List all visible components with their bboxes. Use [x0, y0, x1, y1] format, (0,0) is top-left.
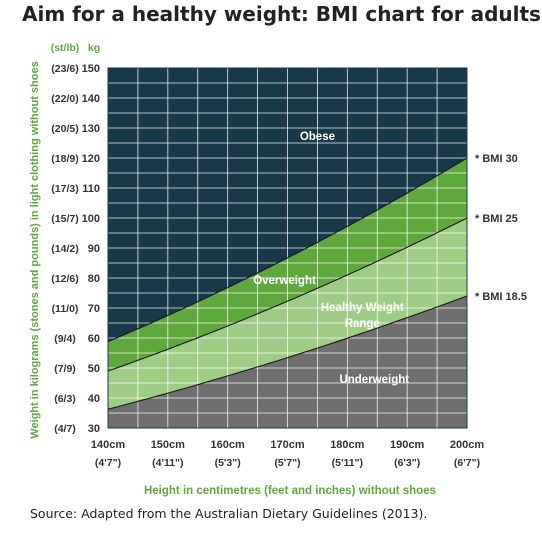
bmi-boundary-line: [107, 295, 468, 410]
y-tick-label: 60: [88, 333, 100, 345]
x-tick-imperial-label: (4'11"): [152, 457, 183, 469]
grid: [107, 67, 468, 429]
bmi-boundary-label: * BMI 30: [475, 153, 518, 165]
y-tick-stone-label: (15/7): [51, 213, 78, 225]
region-label-line: Healthy Weight: [321, 302, 404, 314]
y-tick-stone-label: (11/0): [52, 303, 79, 315]
y-tick-stone-label: (9/4): [54, 333, 76, 345]
x-tick-label: 190cm: [390, 439, 424, 451]
region-label-line: Underweight: [339, 374, 409, 386]
y-tick-label: 40: [88, 393, 100, 405]
y-tick-stone-label: (6/3): [54, 393, 76, 405]
y-tick-stone-label: (14/2): [51, 243, 78, 255]
x-tick-label: 200cm: [450, 439, 484, 451]
region-label: Healthy Weight Range: [321, 302, 404, 330]
region-label-line: Overweight: [253, 275, 316, 287]
y-tick-label: 80: [88, 273, 100, 285]
region-label-line: Range: [345, 318, 380, 330]
y-tick-label: 100: [82, 213, 100, 225]
y-tick-stone-label: (17/3): [51, 183, 78, 195]
x-tick-imperial-label: (4'7"): [95, 457, 121, 469]
bmi-boundary-line: [107, 157, 468, 343]
x-tick-imperial-label: (6'3"): [394, 457, 420, 469]
y-tick-label: 30: [88, 423, 100, 435]
y-tick-stone-label: (20/5): [51, 123, 78, 135]
x-tick-imperial-label: (5'11"): [332, 457, 363, 469]
region-label: Underweight: [339, 374, 409, 386]
y-tick-label: 70: [88, 303, 100, 315]
y-tick-stone-label: (22/0): [51, 93, 78, 105]
y-unit-stone-label: (st/lb): [51, 42, 80, 54]
region-labels: Obese Overweight Healthy Weight Range Underw…: [253, 131, 409, 386]
source-note: Source: Adapted from the Australian Diet…: [30, 506, 428, 521]
y-tick-label: 90: [88, 243, 100, 255]
x-tick-label: 160cm: [211, 439, 245, 451]
y-tick-label: 50: [88, 363, 100, 375]
region-label: Obese: [300, 131, 335, 143]
bmi-boundary-label: * BMI 18.5: [475, 291, 527, 303]
y-tick-stone-label: (18/9): [51, 153, 78, 165]
bmi-boundary-line: [107, 217, 468, 372]
chart-title: Aim for a healthy weight: BMI chart for …: [22, 2, 541, 26]
y-tick-stone-label: (12/6): [51, 273, 78, 285]
y-tick-label: 130: [82, 123, 100, 135]
region-label-line: Obese: [300, 131, 335, 143]
x-tick-imperial-label: (5'3"): [215, 457, 241, 469]
x-tick-imperial-label: (6'7"): [454, 457, 480, 469]
y-axis-title: Weight in kilograms (stones and pounds) …: [29, 61, 41, 438]
y-tick-label: 110: [82, 183, 100, 195]
y-unit-kg-label: kg: [88, 42, 100, 54]
x-tick-label: 170cm: [270, 439, 304, 451]
plot-border: [107, 67, 468, 429]
x-tick-label: 150cm: [151, 439, 185, 451]
y-tick-stone-label: (23/6): [51, 63, 78, 75]
x-tick-label: 140cm: [91, 439, 125, 451]
bmi-boundaries: * BMI 18.5 * BMI 25 * BMI 30: [107, 153, 527, 410]
region-label: Overweight: [253, 275, 316, 287]
axes: 30 (4/7) 40 (6/3) 50 (7/9) 60 (9/4) 70 (11/0) 80 (1…: [51, 63, 484, 469]
y-tick-label: 140: [82, 93, 100, 105]
y-tick-stone-label: (7/9): [54, 363, 76, 375]
x-axis-title: Height in centimetres (feet and inches) …: [144, 485, 436, 497]
y-tick-label: 150: [82, 63, 100, 75]
y-tick-stone-label: (4/7): [54, 423, 76, 435]
x-tick-imperial-label: (5'7"): [274, 457, 300, 469]
bmi-boundary-label: * BMI 25: [475, 213, 518, 225]
x-tick-label: 180cm: [330, 439, 364, 451]
y-tick-label: 120: [82, 153, 100, 165]
